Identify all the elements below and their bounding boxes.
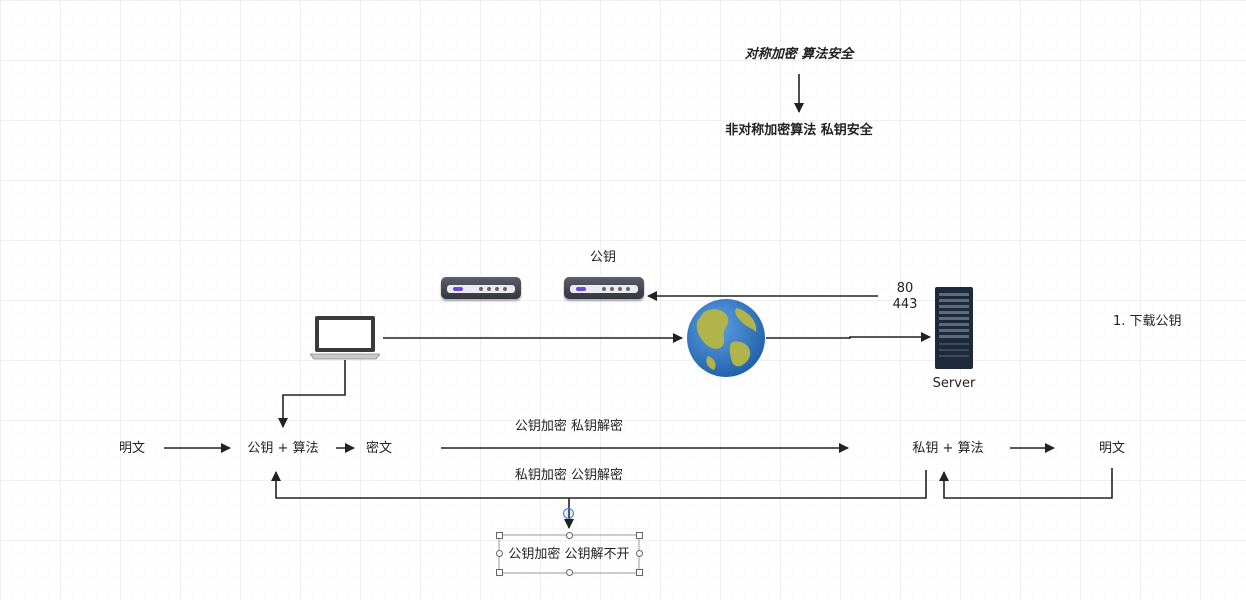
step-note: 1. 下载公钥 [1113, 314, 1182, 329]
selected-note-text[interactable]: 公钥加密 公钥解不开 [508, 547, 630, 562]
resize-handle-s[interactable] [566, 569, 573, 576]
resize-handle-e[interactable] [636, 550, 643, 557]
server-icon[interactable] [935, 287, 973, 369]
note-asymmetric: 非对称加密算法 私钥安全 [725, 123, 873, 138]
note-symmetric: 对称加密 算法安全 [744, 47, 854, 62]
globe-icon[interactable] [686, 298, 766, 378]
plaintext-left[interactable]: 明文 [118, 441, 146, 456]
router-device-left[interactable] [441, 277, 521, 299]
laptop-to-client-key-arrow[interactable] [278, 360, 346, 428]
resize-handle-w[interactable] [496, 550, 503, 557]
resize-handle-se[interactable] [636, 569, 643, 576]
resize-handle-n[interactable] [566, 532, 573, 539]
connection-point-icon[interactable] [563, 508, 574, 519]
resize-handle-ne[interactable] [636, 532, 643, 539]
forward-arrow-label[interactable]: 公钥加密 私钥解密 [514, 419, 624, 434]
globe-to-server-arrow[interactable] [766, 332, 931, 342]
back-arrow-label[interactable]: 私钥加密 公钥解密 [514, 468, 624, 483]
server-label: Server [932, 376, 976, 391]
server-key-algorithm[interactable]: 私钥 + 算法 [912, 441, 984, 456]
client-key-algorithm[interactable]: 公钥 + 算法 [247, 441, 319, 456]
plaintext-back-to-key-arrow[interactable] [939, 468, 1113, 499]
port-80-label: 80 [896, 281, 914, 296]
plaintext-right[interactable]: 明文 [1098, 441, 1126, 456]
ciphertext[interactable]: 密文 [365, 441, 393, 456]
public-key-label: 公钥 [589, 250, 617, 265]
router-device-public-key[interactable] [564, 277, 644, 299]
laptop-icon[interactable] [310, 314, 380, 360]
server-key-back-to-client-arrow[interactable] [271, 470, 927, 499]
port-443-label: 443 [892, 297, 918, 312]
resize-handle-sw[interactable] [496, 569, 503, 576]
resize-handle-nw[interactable] [496, 532, 503, 539]
